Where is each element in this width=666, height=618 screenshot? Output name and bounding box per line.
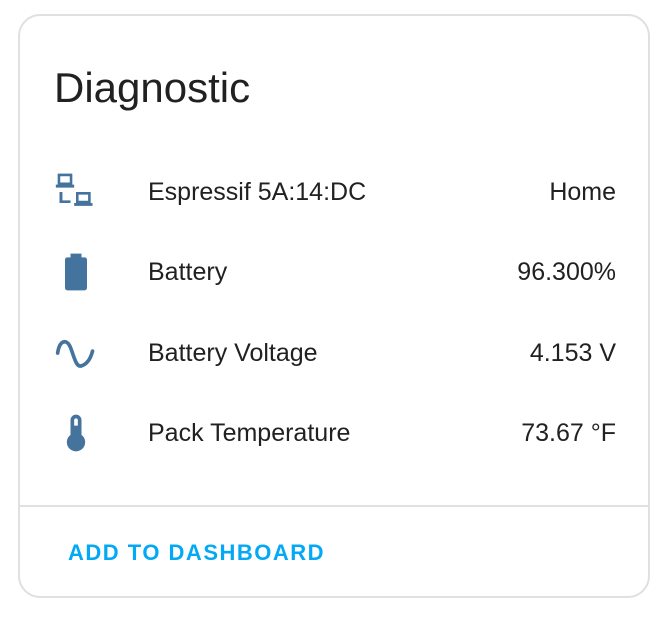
card-divider — [20, 505, 648, 507]
entity-row-device[interactable]: Espressif 5A:14:DC Home — [20, 162, 648, 222]
thermometer-icon — [52, 409, 100, 457]
add-to-dashboard-button[interactable]: ADD TO DASHBOARD — [68, 540, 326, 565]
entity-name: Battery Voltage — [148, 338, 318, 367]
entity-name: Espressif 5A:14:DC — [148, 177, 367, 206]
entity-value: 96.300% — [517, 257, 616, 286]
entity-row-battery-voltage[interactable]: Battery Voltage 4.153 V — [20, 323, 648, 383]
diagnostic-card: Diagnostic Espressif 5A:14:DC Home Batte… — [18, 14, 650, 598]
entity-value: 73.67 °F — [521, 418, 616, 447]
entity-value: Home — [549, 177, 616, 206]
card-title: Diagnostic — [54, 64, 251, 111]
entity-row-pack-temperature[interactable]: Pack Temperature 73.67 °F — [20, 403, 648, 463]
entity-value: 4.153 V — [529, 338, 616, 367]
entity-name: Battery — [148, 257, 228, 286]
sine-wave-icon — [52, 329, 100, 377]
entity-name: Pack Temperature — [148, 418, 351, 447]
entity-row-battery[interactable]: Battery 96.300% — [20, 242, 648, 302]
lan-icon — [52, 168, 100, 216]
battery-icon — [52, 248, 100, 296]
